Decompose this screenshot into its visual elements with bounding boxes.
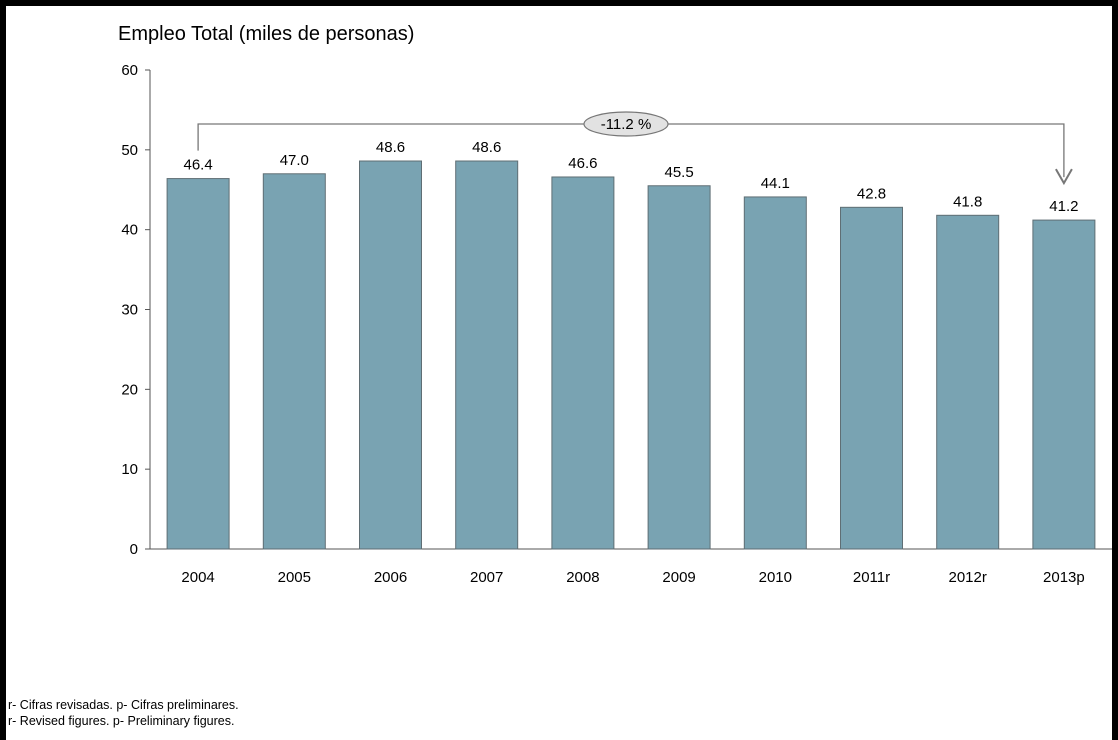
bar bbox=[647, 185, 711, 550]
bar-value-label: 41.2 bbox=[1049, 198, 1078, 215]
bar-value-label: 46.6 bbox=[568, 155, 597, 172]
bar bbox=[262, 173, 326, 550]
bar-value-label: 44.1 bbox=[761, 175, 790, 192]
y-tick-label: 0 bbox=[130, 541, 138, 558]
bar bbox=[166, 178, 230, 550]
bar bbox=[743, 196, 807, 550]
bar-value-label: 48.6 bbox=[472, 139, 501, 156]
x-axis: 2004 2005 2006 2007 2008 2009 2010 2011r 2012r 20… bbox=[150, 548, 1112, 586]
x-tick-label: 2006 bbox=[374, 569, 407, 586]
chart-title: Empleo Total (miles de personas) bbox=[118, 23, 414, 45]
bar-value-label: 46.4 bbox=[183, 157, 212, 174]
x-tick-label: 2005 bbox=[278, 569, 311, 586]
x-tick-label: 2009 bbox=[662, 569, 695, 586]
annotation-badge bbox=[583, 111, 669, 137]
bar-value-label: 45.5 bbox=[664, 164, 693, 181]
x-tick-label: 2007 bbox=[470, 569, 503, 586]
bar-value-label: 42.8 bbox=[857, 185, 886, 202]
bar bbox=[936, 214, 1000, 550]
footnote-spanish: r- Cifras revisadas. p- Cifras prelimina… bbox=[8, 698, 239, 712]
bar bbox=[551, 176, 615, 550]
bar-value-label: 41.8 bbox=[953, 193, 982, 210]
bar-value-label: 48.6 bbox=[376, 139, 405, 156]
x-tick-label: 2004 bbox=[181, 569, 214, 586]
bar bbox=[455, 160, 519, 550]
annotation-arrowhead bbox=[1055, 168, 1073, 186]
y-axis: 0 10 20 30 40 50 60 bbox=[121, 62, 151, 558]
y-tick-label: 30 bbox=[121, 302, 138, 319]
annotation-label: -11.2 % bbox=[601, 116, 652, 133]
x-tick-label: 2013p bbox=[1043, 569, 1085, 586]
x-tick-label: 2008 bbox=[566, 569, 599, 586]
bar-series: 46.4 47.0 48.6 48.6 46.6 45.5 44.1 42.8 41.8 41.2 bbox=[166, 139, 1096, 550]
x-tick-label: 2010 bbox=[759, 569, 792, 586]
y-tick-label: 10 bbox=[121, 461, 138, 478]
y-tick-label: 40 bbox=[121, 222, 138, 239]
bar bbox=[359, 160, 422, 550]
change-annotation: -11.2 % bbox=[197, 111, 1073, 186]
y-tick-label: 20 bbox=[121, 381, 138, 398]
bar bbox=[1032, 219, 1096, 550]
footnotes: r- Cifras revisadas. p- Cifras prelimina… bbox=[8, 697, 239, 729]
bar-value-label: 47.0 bbox=[280, 152, 309, 169]
footnote-english: r- Revised figures. p- Preliminary figur… bbox=[8, 714, 235, 728]
y-tick-label: 60 bbox=[121, 62, 138, 79]
x-tick-label: 2011r bbox=[853, 569, 890, 586]
bar bbox=[840, 206, 903, 550]
x-tick-label: 2012r bbox=[949, 569, 987, 586]
y-tick-label: 50 bbox=[121, 142, 138, 159]
